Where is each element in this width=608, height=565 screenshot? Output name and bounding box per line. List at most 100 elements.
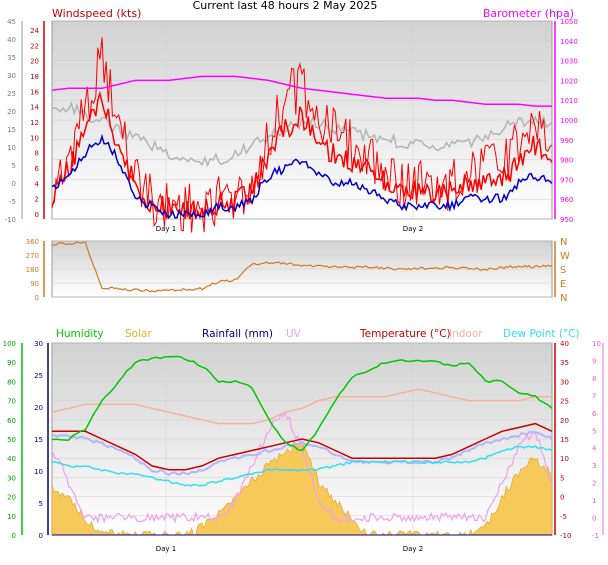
humidity-tick-label: 10: [7, 513, 16, 521]
windspeed-tick-label: 12: [30, 119, 39, 127]
wind-outer-tick-label: 5: [12, 162, 16, 170]
legend-entry: UV: [286, 328, 302, 340]
legend-entry: Temperature (°C): [359, 328, 451, 340]
temperature-tick-label: 35: [560, 359, 569, 367]
wind-x-tick-label: Day 1: [156, 225, 177, 233]
rainfall-tick-label: 15: [34, 436, 43, 444]
compass-tick-label: E: [560, 279, 566, 290]
temperature-tick-label: -5: [560, 513, 567, 521]
chart-title: Current last 48 hours 2 May 2025: [193, 0, 378, 12]
uv-tick-label: 6: [592, 410, 597, 418]
uv-tick-label: 9: [592, 357, 596, 365]
wind-outer-tick-label: 30: [7, 72, 16, 80]
barometer-tick-label: 1050: [560, 18, 578, 26]
temperature-x-ticks: Day 1 Day 2: [156, 545, 424, 553]
humidity-tick-label: 20: [7, 494, 16, 502]
uv-tick-label: -1: [592, 532, 599, 540]
windspeed-axis-label: Windspeed (kts): [52, 7, 141, 20]
uv-tick-label: 0: [592, 515, 596, 523]
wind-outer-tick-label: 35: [7, 54, 16, 62]
direction-tick-label: 0: [35, 294, 39, 302]
legend-entry: Humidity: [56, 328, 104, 340]
barometer-tick-label: 980: [560, 157, 573, 165]
wind-outer-tick-label: 0: [12, 180, 16, 188]
rainfall-tick-label: 20: [34, 404, 43, 412]
compass-tick-label: W: [560, 251, 570, 262]
temperature-tick-label: 5: [560, 474, 564, 482]
wind-outer-tick-label: 10: [7, 144, 16, 152]
uv-tick-label: 1: [592, 497, 596, 505]
uv-tick-label: 4: [592, 445, 597, 453]
windspeed-tick-label: 24: [30, 27, 39, 35]
windspeed-tick-label: 8: [35, 150, 39, 158]
wind-outer-tick-label: 40: [7, 36, 16, 44]
gust-line: [51, 37, 553, 233]
temperature-legend: Humidity Solar Rainfall (mm) UV Temperature …: [56, 328, 580, 340]
rainfall-tick-label: 25: [34, 372, 43, 380]
barometer-tick-label: 960: [560, 196, 573, 204]
barometer-axis-label: Barometer (hpa): [483, 7, 574, 20]
legend-entry: Indoor: [449, 328, 483, 340]
temperature-line: [52, 422, 553, 471]
windspeed-tick-label: 0: [35, 211, 39, 219]
barometer-line: [51, 75, 552, 107]
barometer-tick-label: 1030: [560, 58, 578, 66]
windspeed-tick-label: 18: [30, 73, 39, 81]
barometer-tick-label: 1000: [560, 117, 578, 125]
temperature-axes: 0102030405060708090100051015202530-10-50…: [3, 340, 604, 540]
rainfall-tick-label: 30: [34, 340, 43, 348]
legend-entry: Dew Point (°C): [503, 328, 580, 340]
uv-tick-label: 5: [592, 427, 596, 435]
wind-axes: -10-505101520253035404502468101214161820…: [5, 18, 578, 224]
direction-tick-label: 180: [26, 266, 39, 274]
temperature-x-tick-label: Day 2: [403, 545, 424, 553]
windspeed-tick-label: 22: [30, 42, 39, 50]
wind-outer-tick-label: -5: [9, 198, 16, 206]
barometer-tick-label: 970: [560, 176, 573, 184]
indoor-line: [51, 388, 552, 425]
dewpoint-line: [51, 445, 553, 487]
humidity-tick-label: 0: [12, 532, 16, 540]
rainfall-tick-label: 0: [39, 532, 43, 540]
wind-outer-tick-label: 15: [7, 126, 16, 134]
humidity-tick-label: 50: [7, 436, 16, 444]
legend-entry: Solar: [125, 328, 152, 340]
compass-tick-label: N: [560, 237, 567, 248]
compass-tick-label: N: [560, 293, 567, 304]
barometer-tick-label: 1010: [560, 97, 578, 105]
windspeed-tick-label: 20: [30, 58, 39, 66]
temperature-tick-label: 40: [560, 340, 569, 348]
temperature-tick-label: 15: [560, 436, 569, 444]
temperature-lines: [51, 355, 553, 536]
windspeed-tick-label: 16: [30, 88, 39, 96]
windspeed-tick-label: 4: [35, 180, 40, 188]
compass-tick-label: S: [560, 265, 566, 276]
wind-outer-tick-label: 25: [7, 90, 16, 98]
humidity-tick-label: 40: [7, 455, 16, 463]
barometer-tick-label: 990: [560, 137, 573, 145]
legend-entry: Rainfall (mm): [202, 328, 273, 340]
wind-outer-tick-label: -10: [5, 216, 16, 224]
temperature-tick-label: 30: [560, 378, 569, 386]
windspeed-line: [51, 90, 553, 221]
direction-grid: [52, 240, 552, 298]
barometer-tick-label: 1020: [560, 77, 578, 85]
temperature-tick-label: 10: [560, 455, 569, 463]
humidity-tick-label: 100: [3, 340, 16, 348]
temperature-tick-label: 0: [560, 494, 564, 502]
humidity-tick-label: 80: [7, 378, 16, 386]
wind-avg-line: [51, 133, 553, 219]
humidity-tick-label: 90: [7, 359, 16, 367]
humidity-line: [51, 355, 553, 452]
direction-line: [51, 241, 553, 293]
direction-tick-label: 270: [26, 252, 39, 260]
uv-tick-label: 10: [592, 340, 601, 348]
rainfall-tick-label: 5: [39, 500, 43, 508]
windspeed-tick-label: 10: [30, 134, 39, 142]
humidity-tick-label: 70: [7, 398, 16, 406]
windspeed-tick-label: 14: [30, 104, 39, 112]
temperature-tick-label: 20: [560, 417, 569, 425]
humidity-tick-label: 60: [7, 417, 16, 425]
temperature-x-tick-label: Day 1: [156, 545, 177, 553]
